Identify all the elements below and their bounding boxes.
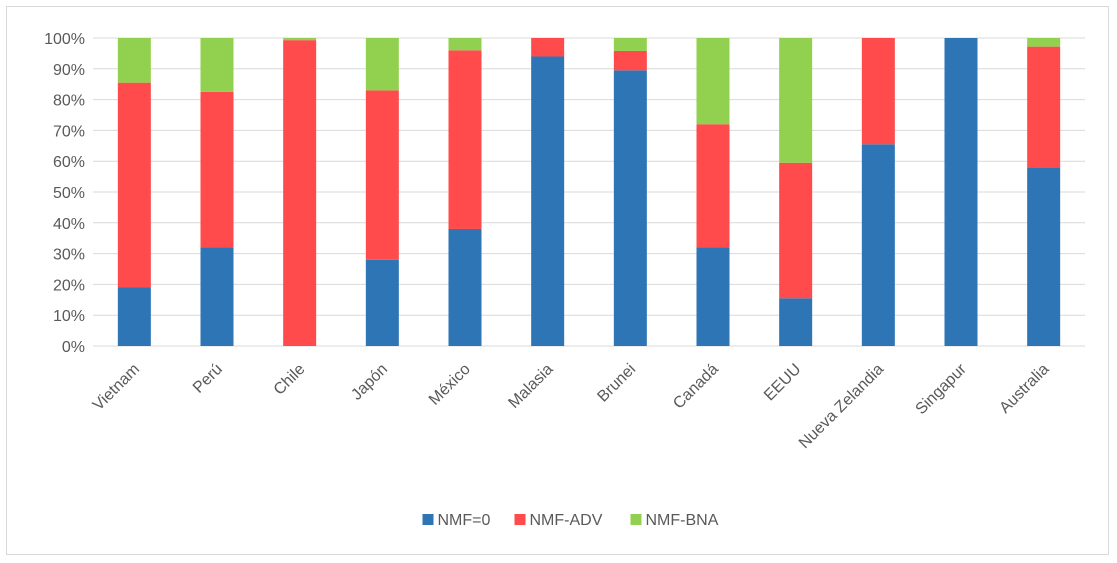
bar-nmf-bna-japon (365, 38, 399, 91)
bar-nmf-adv-chile (283, 40, 317, 346)
x-tick-label: México (426, 361, 474, 409)
legend-swatch-nmf-adv (514, 514, 526, 525)
bar-nmf-adv-mexico (448, 50, 482, 229)
chart-frame: 0% 10% 20% 30% 40% 50% 60% 70% 80% 90% 100% Vietna… (6, 6, 1109, 555)
bar-nmf-0-australia (1027, 167, 1061, 346)
legend-swatch-nmf-bna (630, 514, 642, 525)
y-tick-label: 0% (62, 339, 85, 356)
bar-nmf-0-singapur (944, 38, 978, 346)
bar-nmf-adv-eeuu (779, 162, 813, 299)
x-axis-ticks: Vietnam Perú Chile Japón México Malasia Brunei… (90, 360, 1053, 452)
y-tick-label: 100% (44, 31, 85, 48)
bar-nmf-bna-brunei (613, 38, 647, 51)
x-tick-label: Nueva Zelandia (796, 361, 887, 452)
x-tick-label: Japón (348, 361, 391, 404)
bar-nmf-0-canada (696, 247, 730, 346)
y-tick-label: 90% (53, 62, 85, 79)
bar-nmf-0-brunei (613, 70, 647, 346)
legend-label-nmf-adv: NMF-ADV (530, 512, 603, 529)
bar-nmf-0-vietnam (117, 287, 151, 346)
bar-nmf-bna-eeuu (779, 38, 813, 163)
bar-nmf-0-malasia (531, 56, 565, 346)
legend-label-nmf-0: NMF=0 (438, 512, 491, 529)
x-tick-label: Australia (996, 361, 1052, 417)
y-tick-label: 10% (53, 308, 85, 325)
bar-nmf-adv-brunei (613, 50, 647, 71)
legend-label-nmf-bna: NMF-BNA (646, 512, 719, 529)
x-tick-label: Vietnam (90, 361, 143, 414)
bar-nmf-bna-peru (200, 38, 234, 92)
bar-nmf-adv-nueva-zelandia (861, 38, 895, 145)
bar-nmf-0-nueva-zelandia (861, 144, 895, 346)
y-tick-label: 40% (53, 216, 85, 233)
x-tick-label: Perú (190, 361, 226, 397)
bar-nmf-bna-australia (1027, 38, 1061, 47)
x-tick-label: Singapur (913, 360, 971, 418)
x-tick-label: Canadá (670, 361, 722, 413)
bar-nmf-adv-australia (1027, 46, 1061, 168)
legend: NMF=0 NMF-ADV NMF-BNA (422, 512, 719, 529)
gridlines (93, 37, 1085, 347)
bar-nmf-bna-vietnam (117, 38, 151, 83)
bars (117, 38, 1061, 346)
y-tick-label: 30% (53, 247, 85, 264)
y-tick-label: 20% (53, 277, 85, 294)
bar-nmf-bna-mexico (448, 38, 482, 51)
bar-nmf-bna-canada (696, 38, 730, 125)
y-tick-label: 80% (53, 93, 85, 110)
y-tick-label: 50% (53, 185, 85, 202)
y-tick-label: 60% (53, 154, 85, 171)
bar-nmf-adv-canada (696, 124, 730, 248)
stacked-bar-chart: 0% 10% 20% 30% 40% 50% 60% 70% 80% 90% 100% Vietna… (44, 31, 1085, 529)
bar-nmf-0-peru (200, 247, 234, 346)
bar-nmf-adv-malasia (531, 38, 565, 57)
bar-nmf-0-japon (365, 259, 399, 346)
y-tick-label: 70% (53, 123, 85, 140)
x-tick-label: Brunei (594, 361, 639, 406)
bar-nmf-0-mexico (448, 228, 482, 346)
x-tick-label: Malasia (505, 361, 556, 412)
legend-swatch-nmf-0 (422, 514, 434, 525)
bar-nmf-adv-peru (200, 91, 234, 248)
bar-nmf-0-eeuu (779, 298, 813, 346)
x-tick-label: Chile (271, 361, 309, 399)
bar-nmf-adv-japon (365, 90, 399, 260)
bar-nmf-adv-vietnam (117, 82, 151, 288)
y-axis-ticks: 0% 10% 20% 30% 40% 50% 60% 70% 80% 90% 100% (44, 31, 85, 356)
x-tick-label: EEUU (761, 361, 804, 404)
bar-nmf-bna-chile (283, 38, 317, 41)
